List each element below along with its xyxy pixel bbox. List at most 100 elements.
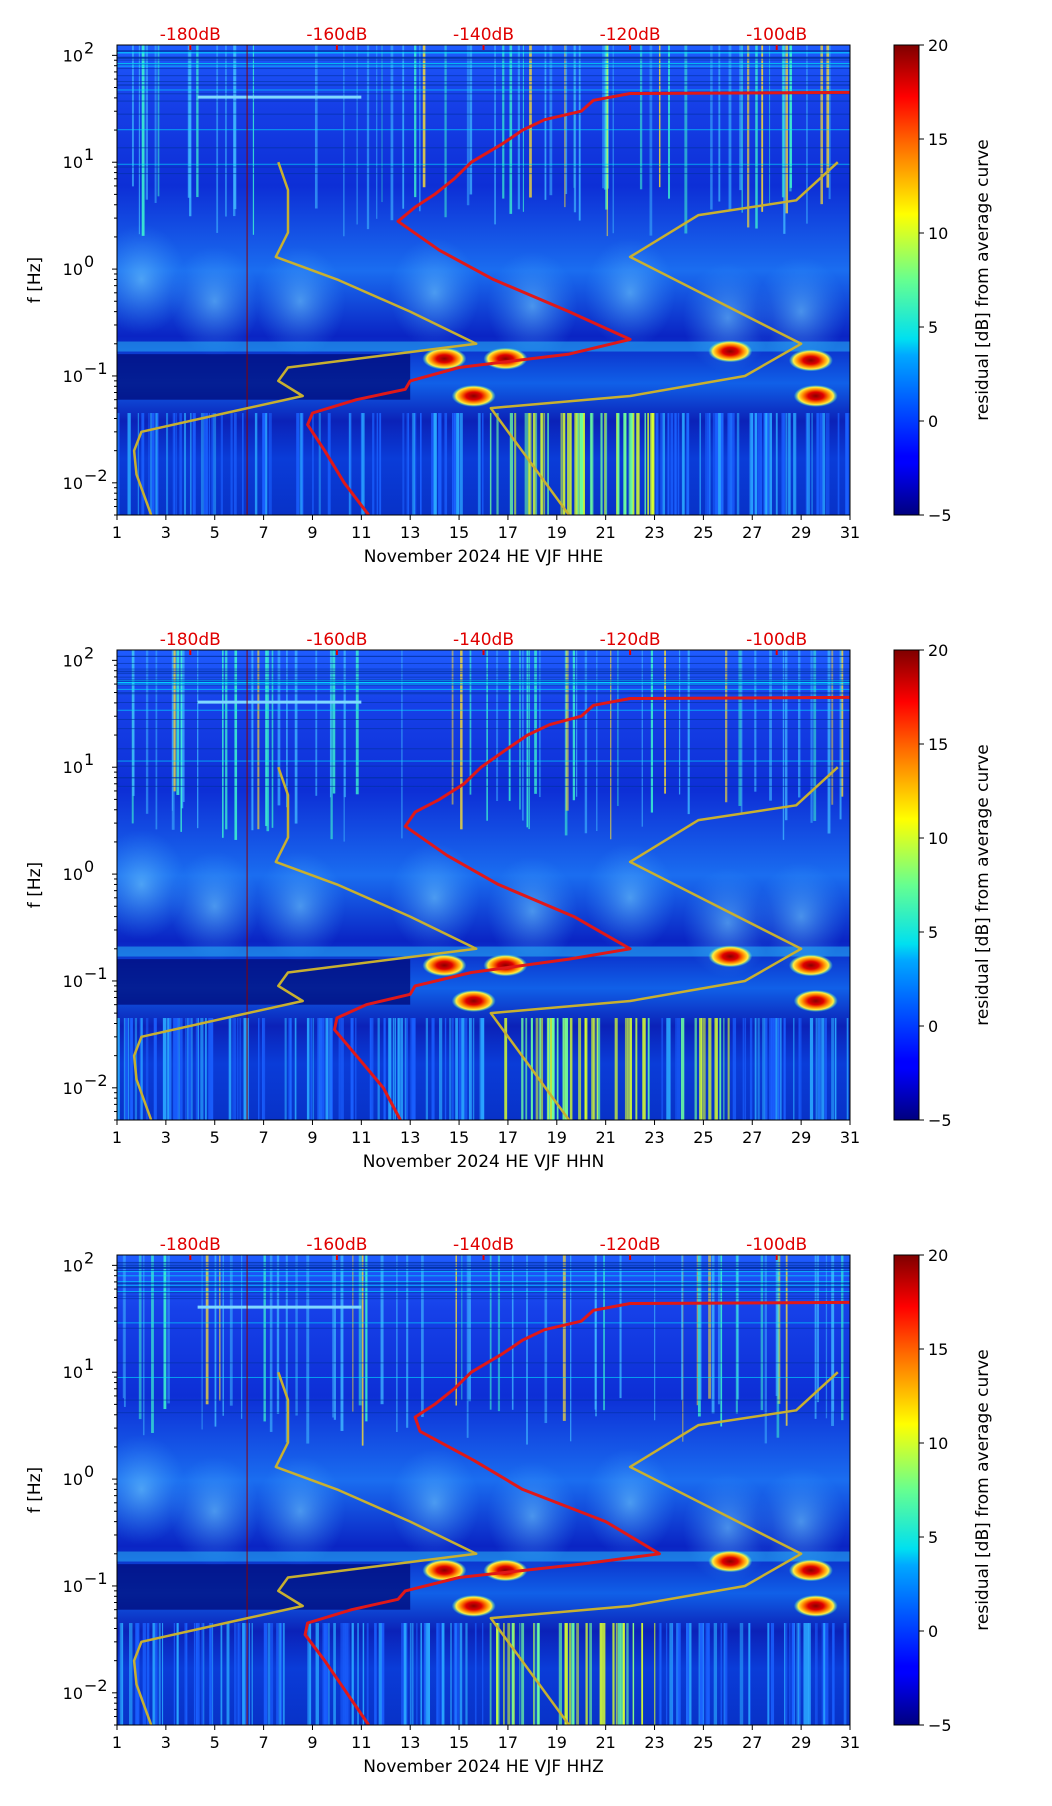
lf-stripe bbox=[265, 413, 267, 515]
lf-stripe bbox=[420, 1623, 422, 1725]
lf-stripe bbox=[596, 1018, 598, 1120]
tonal-segment-42hz bbox=[197, 700, 362, 704]
db-tick-label: -120dB bbox=[600, 25, 661, 45]
lf-stripe bbox=[406, 1018, 408, 1120]
hotspot-3 bbox=[788, 1559, 833, 1582]
lf-stripe bbox=[821, 1018, 825, 1120]
hf-streak bbox=[295, 1255, 298, 1416]
tonal-line bbox=[117, 59, 850, 61]
hf-streak bbox=[142, 1255, 145, 1436]
average-psd-curve bbox=[303, 1300, 850, 1725]
lf-stripe bbox=[716, 1018, 718, 1120]
lf-stripe bbox=[731, 413, 735, 515]
lf-stripe bbox=[843, 1623, 846, 1725]
tonal-line bbox=[117, 748, 850, 750]
lf-stripe bbox=[560, 413, 562, 515]
lf-stripe bbox=[117, 413, 119, 515]
hf-streak bbox=[381, 45, 383, 203]
lf-stripe bbox=[148, 413, 150, 515]
lf-stripe bbox=[532, 413, 536, 515]
lf-stripe bbox=[140, 1018, 143, 1120]
tonal-line bbox=[117, 1295, 850, 1297]
lf-stripe bbox=[340, 1623, 343, 1725]
x-tick-label: 23 bbox=[644, 1733, 664, 1752]
lf-stripe bbox=[173, 1623, 176, 1725]
lf-stripe bbox=[374, 1623, 377, 1725]
lf-stripe bbox=[614, 1018, 618, 1120]
lf-stripe bbox=[799, 1018, 802, 1120]
tonal-line bbox=[117, 56, 850, 58]
hf-streak bbox=[584, 650, 588, 834]
colorbar-label: residual [dB] from average curve bbox=[973, 139, 993, 420]
x-tick-label: 19 bbox=[547, 523, 567, 542]
x-tick-label: 19 bbox=[547, 1128, 567, 1147]
lf-stripe bbox=[775, 1018, 778, 1120]
tonal-line bbox=[117, 1275, 850, 1277]
lf-stripe bbox=[139, 1018, 142, 1120]
x-tick-label: 27 bbox=[742, 1128, 762, 1147]
hf-streak bbox=[145, 650, 149, 814]
tonal-line bbox=[117, 683, 850, 685]
lf-stripe bbox=[764, 1018, 768, 1120]
hf-streak bbox=[276, 1255, 280, 1414]
band-018hz bbox=[117, 1551, 850, 1562]
hf-streak bbox=[684, 45, 688, 234]
x-tick-label: 29 bbox=[791, 1128, 811, 1147]
colorbar-tick-label: 20 bbox=[928, 1246, 948, 1265]
hf-streak bbox=[294, 650, 298, 824]
lf-stripe bbox=[617, 1623, 621, 1725]
hf-streak bbox=[813, 650, 817, 821]
x-tick-label: 9 bbox=[307, 1128, 317, 1147]
lf-stripe bbox=[179, 1018, 183, 1120]
microseism-glow-1 bbox=[169, 851, 260, 962]
microseism-glow-7 bbox=[756, 861, 847, 972]
lf-stripe bbox=[576, 413, 580, 515]
hf-streak bbox=[650, 650, 654, 813]
lf-stripe bbox=[451, 1018, 454, 1120]
lf-stripe bbox=[424, 1623, 428, 1725]
colorbar-tick-label: 0 bbox=[928, 412, 938, 431]
y-tick-exponent: −1 bbox=[84, 1569, 108, 1588]
hf-streak bbox=[176, 650, 180, 795]
lf-stripe bbox=[666, 1018, 670, 1120]
lf-stripe bbox=[781, 413, 785, 515]
tonal-line bbox=[117, 682, 850, 684]
lf-stripe bbox=[570, 1623, 575, 1725]
lf-stripe bbox=[620, 1623, 624, 1725]
tonal-line bbox=[117, 1284, 850, 1286]
lf-stripe bbox=[798, 1018, 800, 1120]
lf-stripe bbox=[123, 1018, 126, 1120]
microseism-glow-2 bbox=[255, 1456, 346, 1567]
lf-stripe bbox=[649, 413, 654, 515]
hf-streak bbox=[343, 650, 346, 798]
lf-stripe bbox=[237, 1623, 240, 1725]
tonal-line bbox=[117, 670, 850, 672]
hf-streak bbox=[508, 650, 511, 801]
tonal-line bbox=[117, 1290, 850, 1292]
hf-streak bbox=[764, 1255, 767, 1444]
hf-streak bbox=[798, 650, 801, 798]
x-tick-label: 29 bbox=[791, 1733, 811, 1752]
hf-streak bbox=[489, 1255, 492, 1410]
lf-stripe bbox=[819, 413, 823, 515]
hf-streak bbox=[639, 45, 643, 190]
lf-stripe bbox=[318, 413, 321, 515]
lf-stripe bbox=[784, 1623, 788, 1725]
tonal-line bbox=[117, 89, 850, 91]
lf-stripe bbox=[655, 413, 659, 515]
lf-stripe bbox=[146, 1623, 150, 1725]
hf-streak bbox=[826, 45, 830, 188]
lf-stripe bbox=[676, 1623, 679, 1725]
tonal-line bbox=[117, 147, 850, 149]
tonal-line bbox=[117, 1412, 850, 1414]
lf-stripe bbox=[433, 413, 437, 515]
lf-stripe bbox=[383, 1018, 386, 1120]
microseism-glow-1 bbox=[169, 246, 260, 357]
lf-stripe bbox=[400, 1018, 404, 1120]
lf-stripe bbox=[847, 413, 850, 515]
lf-stripe bbox=[211, 1623, 214, 1725]
hf-streak bbox=[649, 45, 653, 236]
hf-streak bbox=[565, 650, 569, 811]
tonal-line bbox=[117, 57, 850, 59]
hf-streak bbox=[173, 650, 176, 792]
